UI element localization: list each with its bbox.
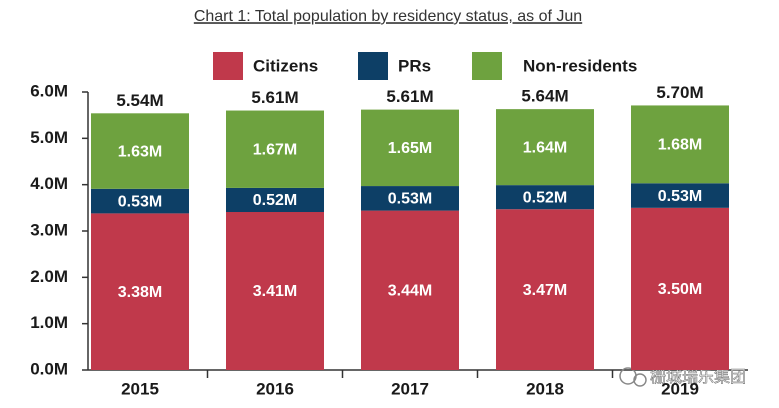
x-tick-label: 2019 — [661, 379, 699, 398]
bar-segment — [361, 186, 459, 211]
value-label: 0.52M — [253, 192, 297, 209]
y-tick-label: 6.0M — [30, 81, 68, 100]
bar-segment — [496, 185, 594, 210]
watermark: 栅城瑞乐集团 — [650, 368, 746, 386]
value-label: 1.63M — [118, 143, 162, 160]
value-label: 1.68M — [658, 137, 702, 154]
x-tick-label: 2016 — [256, 379, 294, 398]
value-label: 0.53M — [658, 188, 702, 205]
value-label: 3.50M — [658, 281, 702, 298]
bar-segment — [226, 110, 324, 188]
value-label: 3.47M — [523, 282, 567, 299]
value-label: 3.38M — [118, 284, 162, 301]
legend-swatch — [213, 52, 243, 80]
y-tick-label: 0.0M — [30, 359, 68, 378]
y-tick-label: 1.0M — [30, 313, 68, 332]
value-label: 3.41M — [253, 283, 297, 300]
watermark-icon — [619, 367, 647, 387]
chart-title: Chart 1: Total population by residency s… — [194, 8, 582, 25]
bar-segment — [361, 109, 459, 187]
bar-segment — [496, 109, 594, 186]
bar-segment — [226, 212, 324, 370]
bar-segment — [226, 187, 324, 213]
y-tick-label: 3.0M — [30, 220, 68, 239]
value-label: 1.67M — [253, 141, 297, 158]
value-label: 0.53M — [388, 191, 432, 208]
legend-label: Citizens — [253, 56, 318, 75]
y-tick-label: 5.0M — [30, 128, 68, 147]
value-label: 1.65M — [388, 140, 432, 157]
value-label: 3.44M — [388, 283, 432, 300]
bar-segment — [631, 207, 729, 370]
value-label: 0.53M — [118, 193, 162, 210]
legend-label: PRs — [398, 56, 431, 75]
value-label: 1.64M — [523, 139, 567, 156]
x-tick-label: 2018 — [526, 379, 564, 398]
x-tick-label: 2015 — [121, 379, 159, 398]
bar-segment — [631, 183, 729, 208]
bar-segment — [496, 209, 594, 370]
y-tick-label: 2.0M — [30, 267, 68, 286]
legend-label: Non-residents — [523, 56, 637, 75]
total-label: 5.64M — [521, 87, 568, 106]
bar-segment — [361, 210, 459, 370]
total-label: 5.54M — [116, 91, 163, 110]
x-tick-label: 2017 — [391, 379, 429, 398]
legend-swatch — [472, 52, 502, 80]
bar-segment — [91, 188, 189, 214]
bar-segment — [91, 213, 189, 370]
bar-segment — [631, 105, 729, 184]
legend-swatch — [358, 52, 388, 80]
total-label: 5.70M — [656, 83, 703, 102]
total-label: 5.61M — [386, 87, 433, 106]
value-label: 0.52M — [523, 189, 567, 206]
y-tick-label: 4.0M — [30, 174, 68, 193]
bar-segment — [91, 113, 189, 189]
total-label: 5.61M — [251, 88, 298, 107]
